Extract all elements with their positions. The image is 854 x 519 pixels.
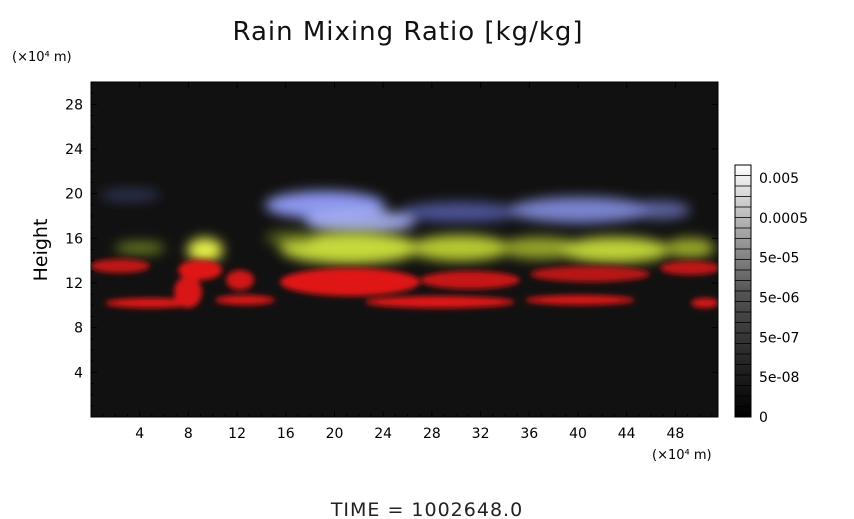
x-tick-label: 36 [520, 426, 538, 442]
x-tick-label: 40 [569, 426, 587, 442]
x-tick-label: 16 [277, 426, 295, 442]
y-axis: 4 8 12 16 20 24 28 [65, 92, 718, 407]
y-tick-label: 28 [65, 97, 83, 113]
y-tick-label: 12 [65, 276, 83, 292]
x-tick-label: 24 [374, 426, 392, 442]
y-tick-label: 8 [74, 321, 83, 337]
colorbar-label: 5e-05 [759, 251, 799, 267]
x-tick-label: 28 [423, 426, 441, 442]
yellow-region [115, 231, 715, 264]
x-tick-label: 4 [135, 426, 144, 442]
y-tick-label: 24 [65, 142, 83, 158]
y-unit-label: (×10⁴ m) [12, 50, 72, 65]
colorbar-label: 0 [759, 410, 768, 426]
colorbar-label: 5e-07 [759, 330, 799, 346]
y-tick-label: 4 [74, 365, 83, 381]
x-tick-label: 44 [618, 426, 636, 442]
x-axis: 4 8 12 16 20 24 28 32 36 40 44 48 [102, 82, 713, 442]
colorbar-label: 5e-08 [759, 370, 799, 386]
chart-title: Rain Mixing Ratio [kg/kg] [232, 17, 583, 47]
y-tick-label: 16 [65, 231, 83, 247]
x-tick-label: 8 [184, 426, 193, 442]
colorbar-label: 5e-06 [759, 291, 799, 307]
y-axis-label: Height [30, 219, 52, 282]
colorbar: 0.005 0.0005 5e-05 5e-06 5e-07 5e-08 0 [734, 164, 808, 426]
y-tick-label: 20 [65, 187, 83, 203]
time-footer: TIME = 1002648.0 [330, 499, 523, 519]
x-tick-label: 20 [326, 426, 344, 442]
colorbar-label: 0.005 [759, 171, 799, 187]
rain-field [91, 189, 718, 308]
red-region [91, 259, 718, 308]
x-unit-label: (×10⁴ m) [652, 448, 712, 463]
colorbar-label: 0.0005 [759, 211, 808, 227]
x-tick-label: 12 [228, 426, 246, 442]
x-tick-label: 32 [472, 426, 490, 442]
x-tick-label: 48 [666, 426, 684, 442]
blue-region [100, 189, 690, 234]
